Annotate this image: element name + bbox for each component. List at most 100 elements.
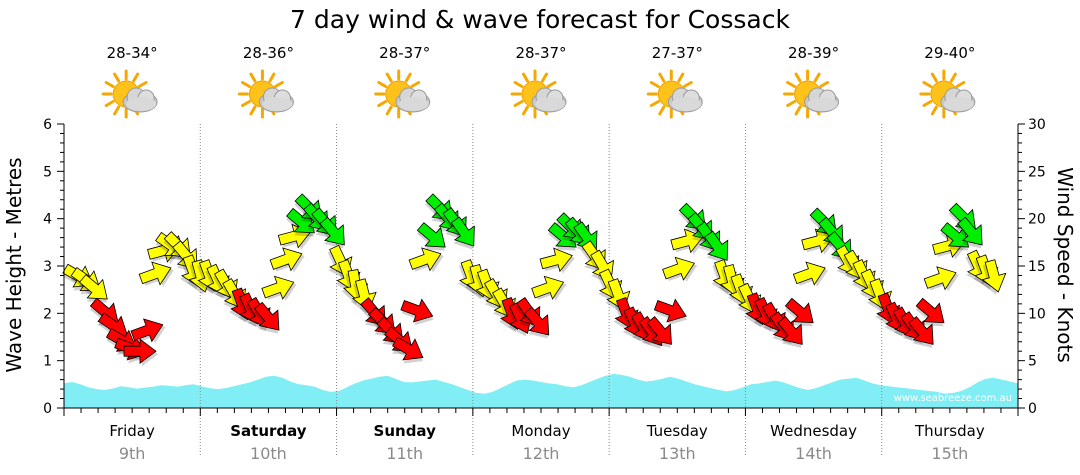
cloud-fill	[671, 97, 702, 111]
sun-ray	[513, 100, 524, 107]
sun-ray	[104, 81, 115, 88]
wind-arrow-shape	[908, 316, 934, 345]
wind-arrow-shape	[940, 222, 970, 248]
left-tick-label: 2	[43, 306, 52, 322]
sun-ray	[410, 81, 421, 88]
wind-arrow-shape	[923, 266, 957, 291]
sun-ray	[930, 72, 938, 83]
wind-arrow	[523, 306, 550, 339]
sun-ray	[922, 81, 933, 88]
day-temperature: 28-37°	[379, 44, 430, 62]
axes: 0 1 2 3 4 5 6 0 5 10 15 20 25 30	[43, 117, 1046, 417]
wind-arrow	[653, 298, 688, 326]
sun-ray	[241, 81, 251, 88]
wind-arrow-shape	[704, 230, 729, 261]
wind-arrow	[662, 256, 698, 283]
wind-arrow-shape	[523, 306, 550, 336]
wind-arrow-shape	[261, 275, 295, 300]
sun-cloud-icon	[510, 69, 567, 119]
sun-cloud-icon	[101, 69, 158, 119]
wind-arrow	[539, 247, 575, 274]
sun-ray	[513, 81, 524, 88]
day-date: 14th	[795, 444, 832, 463]
day-date: 15th	[931, 444, 968, 463]
wind-arrow	[907, 316, 934, 348]
credit-text: www.seabreeze.com.au	[894, 393, 1012, 404]
sun-ray	[658, 105, 666, 116]
sun-ray	[522, 72, 529, 83]
day-date: 13th	[659, 444, 696, 463]
sun-ray	[819, 81, 829, 88]
wind-arrow	[392, 336, 424, 364]
day-name: Sunday	[374, 422, 437, 440]
sun-cloud-icon	[783, 69, 840, 119]
sun-ray	[132, 72, 140, 83]
sun-ray	[541, 72, 548, 83]
wind-arrow-shape	[957, 216, 983, 246]
sun-ray	[922, 100, 933, 107]
wind-arrow-shape	[130, 318, 164, 343]
left-tick-label: 5	[43, 164, 52, 180]
sun-ray	[249, 72, 257, 83]
day-date: 12th	[523, 444, 560, 463]
wind-arrow	[776, 316, 803, 348]
wind-arrow-shape	[915, 297, 945, 324]
wind-arrow-shape	[253, 301, 280, 331]
wind-arrow	[416, 222, 446, 251]
sun-ray	[104, 100, 115, 107]
cloud-fill	[262, 97, 293, 111]
day-name: Monday	[511, 422, 570, 440]
sun-ray	[955, 81, 966, 88]
sun-ray	[241, 100, 251, 107]
left-tick-label: 0	[43, 401, 52, 417]
sun-ray	[658, 72, 666, 83]
right-tick-label: 20	[1028, 212, 1046, 228]
wind-arrow-shape	[269, 247, 303, 272]
wind-arrow	[507, 301, 533, 337]
wave-height-area	[64, 373, 1018, 408]
cloud-fill	[535, 97, 565, 111]
sun-cloud-icon	[919, 69, 976, 119]
wind-arrow-shape	[123, 338, 157, 365]
cloud-fill	[398, 97, 429, 111]
wind-arrow-shape	[646, 316, 672, 345]
day-date: 9th	[119, 444, 146, 463]
sun-ray	[385, 105, 393, 116]
sun-ray	[113, 105, 121, 116]
wind-arrows	[62, 193, 1007, 367]
day-name: Tuesday	[646, 422, 708, 440]
right-tick-label: 5	[1028, 354, 1037, 370]
right-axis-title: Wind Speed - Knots	[1053, 167, 1077, 363]
wind-arrow-shape	[392, 336, 424, 361]
wind-arrow-shape	[981, 259, 1007, 293]
right-tick-label: 15	[1028, 259, 1046, 275]
sun-ray	[786, 100, 797, 107]
sun-ray	[113, 72, 121, 83]
sun-ray	[794, 72, 802, 83]
wind-arrow-shape	[531, 275, 565, 300]
wind-arrow-shape	[653, 298, 687, 323]
wind-arrow-shape	[792, 261, 826, 286]
day-name: Friday	[109, 422, 155, 440]
day-temperature: 28-39°	[788, 44, 839, 62]
wind-arrow	[792, 261, 829, 287]
wind-arrow-shape	[416, 222, 446, 248]
day-temperature: 29-40°	[924, 44, 975, 62]
sun-ray	[268, 72, 276, 83]
day-date: 10th	[250, 444, 287, 463]
wind-arrow	[980, 259, 1007, 295]
wind-arrow	[318, 216, 345, 249]
sun-ray	[377, 100, 388, 107]
day-temperature: 28-36°	[243, 44, 294, 62]
left-tick-label: 6	[43, 117, 52, 133]
wind-arrow	[915, 297, 945, 327]
wind-arrow	[923, 266, 959, 292]
wind-arrow	[130, 318, 166, 344]
left-tick-label: 3	[43, 259, 52, 275]
right-tick-label: 25	[1028, 164, 1046, 180]
chart-title: 7 day wind & wave forecast for Cossack	[290, 5, 790, 34]
sun-cloud-icon	[646, 69, 703, 119]
wind-arrow	[449, 216, 475, 250]
sun-ray	[813, 72, 821, 83]
cloud-fill	[807, 97, 838, 111]
